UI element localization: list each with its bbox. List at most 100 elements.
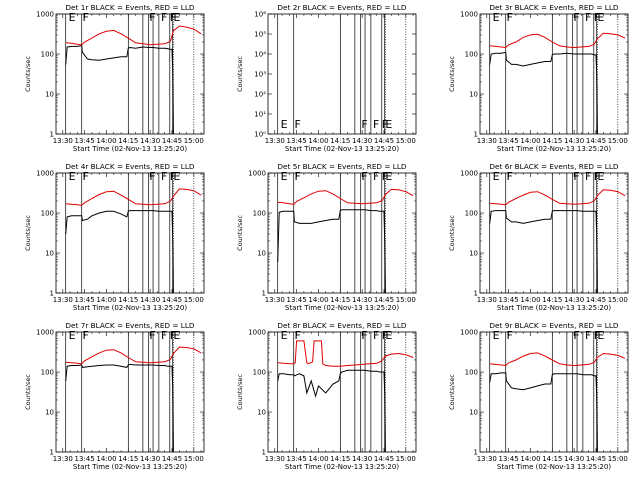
plot-frame [479,13,629,135]
flag-letter: F [161,170,167,183]
plot-frame [55,331,205,453]
flag-letter: F [361,170,367,183]
x-tick-label: 14:45 [374,455,394,463]
flag-letter: E [69,11,76,24]
detector-chart-svg: Det 4r BLACK = Events, RED = LLD 1 10 100 10… [24,162,205,312]
flag-letter: F [373,329,379,342]
x-tick-label: 13:30 [477,296,497,304]
flag-letter: F [585,11,591,24]
y-axis-label: Counts/sec [236,374,244,410]
flag-letter: E [281,118,288,131]
events-series-line [277,209,386,294]
x-tick-label: 14:00 [520,296,540,304]
plot-frame [267,13,417,135]
x-tick-label: 13:30 [265,455,285,463]
detector-chart-svg: Det 3r BLACK = Events, RED = LLD 1 10 100 10… [448,3,629,153]
y-tick-label: 10 [45,409,54,417]
plot-frame [55,13,205,135]
flag-letter: E [281,170,288,183]
x-tick-label: 14:30 [140,455,160,463]
x-tick-label: 14:45 [162,137,182,145]
x-tick-label: 14:30 [140,296,160,304]
flag-letter: F [594,170,600,183]
flag-letter: F [585,329,591,342]
chart-title: Det 4r BLACK = Events, RED = LLD [65,162,195,171]
x-tick-label: 15:00 [396,296,416,304]
y-tick-label: 1000 [36,170,54,178]
y-tick-label: 1000 [460,170,478,178]
flag-letter: E [385,170,392,183]
x-tick-label: 13:45 [287,137,307,145]
x-tick-label: 14:45 [374,137,394,145]
lld-series-line [65,188,202,206]
flag-letter: F [170,170,176,183]
flag-letter: F [361,118,367,131]
events-series-line [489,372,598,453]
y-tick-label: 10² [254,91,266,99]
lld-series-line [277,340,414,367]
x-tick-label: 14:00 [520,455,540,463]
x-tick-label: 14:15 [542,455,562,463]
x-tick-label: 14:00 [308,455,328,463]
x-tick-label: 14:00 [308,137,328,145]
x-tick-label: 15:00 [184,137,204,145]
events-series-line [65,210,174,294]
flag-letter: F [594,11,600,24]
plot-frame [55,172,205,294]
y-tick-label: 1 [262,449,266,457]
detector-chart-svg: Det 9r BLACK = Events, RED = LLD 1 10 100 10… [448,321,629,471]
x-tick-label: 14:45 [374,296,394,304]
detector-panel: Det 3r BLACK = Events, RED = LLD 1 10 100 10… [432,2,640,162]
flag-letter: E [173,329,180,342]
y-tick-label: 10 [45,91,54,99]
events-series-line [277,369,386,453]
detector-chart-svg: Det 7r BLACK = Events, RED = LLD 1 10 100 10… [24,321,205,471]
y-tick-label: 100 [465,51,478,59]
detector-chart-svg: Det 5r BLACK = Events, RED = LLD 1 10 100 10… [236,162,417,312]
y-axis-label: Counts/sec [24,215,32,251]
y-axis-label: Counts/sec [24,374,32,410]
detector-chart-svg: Det 6r BLACK = Events, RED = LLD 1 10 100 10… [448,162,629,312]
flag-letter: F [506,11,512,24]
x-tick-label: 13:45 [75,455,95,463]
flag-letter: E [493,11,500,24]
detector-chart-svg: Det 2r BLACK = Events, RED = LLD 10⁰ 10¹ 10… [236,3,417,153]
detector-panel: Det 7r BLACK = Events, RED = LLD 1 10 100 10… [8,320,220,480]
flag-letter: F [382,118,388,131]
x-tick-label: 13:30 [53,296,73,304]
flag-letter: F [382,170,388,183]
flag-letter: E [493,170,500,183]
y-tick-label: 10 [469,250,478,258]
x-tick-label: 14:45 [162,455,182,463]
x-tick-label: 13:30 [477,137,497,145]
x-tick-label: 13:45 [75,296,95,304]
flag-letter: F [149,170,155,183]
y-tick-label: 100 [41,210,54,218]
detector-panel: Det 2r BLACK = Events, RED = LLD 10⁰ 10¹ 10… [220,2,432,162]
x-axis-label: Start Time (02-Nov-13 13:25:20) [285,463,399,471]
flag-letter: F [170,329,176,342]
flag-letter: E [597,329,604,342]
y-tick-label: 100 [253,369,266,377]
flag-letter: F [82,11,88,24]
lld-series-line [489,352,626,367]
y-tick-label: 10³ [254,71,266,79]
y-tick-label: 1 [50,449,54,457]
x-tick-label: 14:45 [586,455,606,463]
y-tick-label: 1000 [460,329,478,337]
flag-letter: F [82,329,88,342]
x-axis-label: Start Time (02-Nov-13 13:25:20) [497,463,611,471]
flag-letter: F [573,11,579,24]
flag-letter: F [149,329,155,342]
lld-series-line [489,189,626,206]
x-tick-label: 14:30 [564,296,584,304]
y-tick-label: 1 [474,290,478,298]
events-series-line [489,51,598,135]
y-tick-label: 10 [469,409,478,417]
plot-frame [267,331,417,453]
flag-letter: E [597,170,604,183]
y-axis-label: Counts/sec [236,56,244,92]
chart-title: Det 7r BLACK = Events, RED = LLD [65,321,195,330]
flag-letter: F [573,170,579,183]
